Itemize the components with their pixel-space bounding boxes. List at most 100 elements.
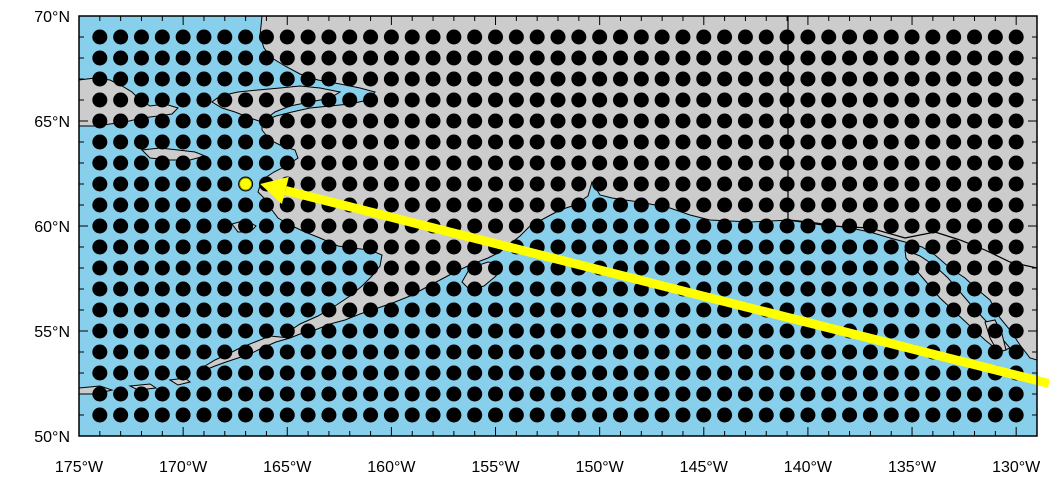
grid-point [550,386,566,402]
grid-point [425,365,441,381]
grid-point [196,344,212,360]
grid-point [529,71,545,87]
grid-point [1008,302,1024,318]
grid-point [717,407,733,423]
grid-point [113,71,129,87]
grid-point [967,281,983,297]
grid-point [404,302,420,318]
grid-point [904,134,920,150]
grid-point [92,50,108,66]
grid-point [654,260,670,276]
grid-point [467,323,483,339]
grid-point [571,281,587,297]
grid-point [925,50,941,66]
grid-point [467,155,483,171]
x-tick-label: 130°W [992,459,1041,476]
grid-point [467,176,483,192]
grid-point [633,323,649,339]
grid-point [987,134,1003,150]
grid-point [258,155,274,171]
grid-point [488,134,504,150]
grid-point [571,113,587,129]
grid-point [779,281,795,297]
grid-point [196,239,212,255]
grid-point [133,29,149,45]
grid-point [612,71,628,87]
grid-point [925,260,941,276]
grid-point [321,365,337,381]
grid-point [633,344,649,360]
grid-point [1008,29,1024,45]
grid-point [467,365,483,381]
grid-point [550,134,566,150]
grid-point [696,113,712,129]
grid-point [217,155,233,171]
grid-point [342,71,358,87]
grid-point [529,407,545,423]
grid-point [238,113,254,129]
grid-point [383,344,399,360]
grid-point [425,197,441,213]
grid-point [842,50,858,66]
grid-point [987,29,1003,45]
grid-point [383,197,399,213]
grid-point [175,50,191,66]
grid-point [883,386,899,402]
grid-point [904,71,920,87]
grid-point [862,71,878,87]
grid-point [383,155,399,171]
grid-point [425,407,441,423]
grid-point [925,92,941,108]
grid-point [258,386,274,402]
grid-point [675,344,691,360]
grid-point [175,155,191,171]
grid-point [196,134,212,150]
grid-point [529,302,545,318]
grid-point [717,239,733,255]
grid-point [508,365,524,381]
grid-point [508,260,524,276]
grid-point [987,302,1003,318]
axis-ticks [78,15,1038,437]
grid-point [987,386,1003,402]
grid-point [571,71,587,87]
grid-point [175,197,191,213]
grid-point [800,92,816,108]
grid-point [529,197,545,213]
grid-point [154,386,170,402]
grid-point [425,134,441,150]
grid-point [946,365,962,381]
grid-point [154,29,170,45]
grid-point [987,71,1003,87]
grid-point [113,50,129,66]
grid-point [592,113,608,129]
grid-point [258,302,274,318]
grid-point [862,344,878,360]
grid-point [363,29,379,45]
grid-point [946,155,962,171]
grid-point [904,260,920,276]
grid-point [800,260,816,276]
grid-point [133,407,149,423]
grid-point [92,281,108,297]
grid-point [321,113,337,129]
grid-point [92,92,108,108]
grid-point [238,134,254,150]
grid-point [717,365,733,381]
grid-point [175,113,191,129]
grid-point [488,407,504,423]
grid-point [196,71,212,87]
grid-point [592,134,608,150]
grid-point [133,260,149,276]
grid-point [758,281,774,297]
grid-point [758,176,774,192]
grid-point [529,134,545,150]
grid-point [592,302,608,318]
grid-point [675,155,691,171]
grid-point [529,29,545,45]
grid-point [300,113,316,129]
grid-point [862,239,878,255]
grid-point [925,176,941,192]
grid-point [946,92,962,108]
